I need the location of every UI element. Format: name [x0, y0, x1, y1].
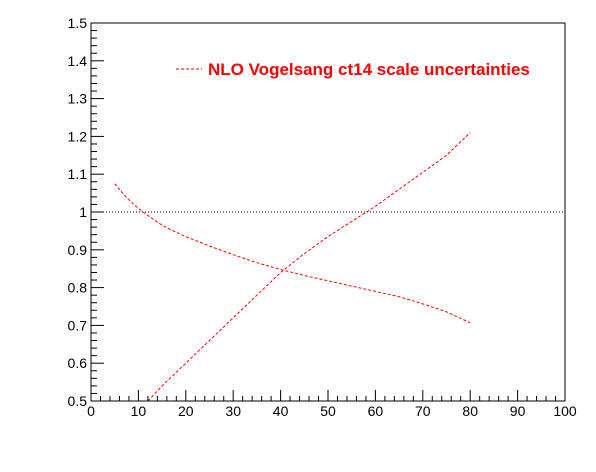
x-tick-label: 80	[462, 403, 478, 419]
y-tick-label: 1.1	[68, 166, 88, 182]
y-tick-label: 0.6	[68, 355, 88, 371]
y-tick-label: 1	[79, 204, 87, 220]
y-tick-label: 1.2	[68, 128, 88, 144]
y-tick-label: 1.4	[68, 53, 88, 69]
x-tick-label: 50	[320, 403, 336, 419]
series-line-2	[147, 132, 471, 402]
x-tick-label: 20	[178, 403, 194, 419]
y-tick-label: 0.8	[68, 280, 88, 296]
y-tick-label: 1.5	[68, 15, 88, 31]
x-axis: 0 10 20 30 40 50 60 70 80 90 100	[87, 390, 577, 419]
x-tick-label: 0	[87, 403, 95, 419]
x-tick-label: 10	[131, 403, 147, 419]
x-tick-label: 70	[415, 403, 431, 419]
series-layer	[114, 132, 471, 402]
legend: NLO Vogelsang ct14 scale uncertainties	[176, 60, 530, 79]
y-tick-label: 0.7	[68, 317, 88, 333]
x-tick-label: 40	[273, 403, 289, 419]
x-tick-label: 30	[225, 403, 241, 419]
y-tick-label: 0.9	[68, 242, 88, 258]
series-line-1	[114, 183, 471, 324]
x-tick-label: 100	[553, 403, 577, 419]
y-tick-label: 0.5	[68, 393, 88, 409]
y-axis: 0.5 0.6 0.7 0.8 0.9 1 1.1 1.2 1.3 1.4 1.5	[68, 15, 104, 409]
legend-label: NLO Vogelsang ct14 scale uncertainties	[208, 60, 530, 79]
x-tick-label: 90	[510, 403, 526, 419]
x-tick-label: 60	[368, 403, 384, 419]
y-tick-label: 1.3	[68, 91, 88, 107]
